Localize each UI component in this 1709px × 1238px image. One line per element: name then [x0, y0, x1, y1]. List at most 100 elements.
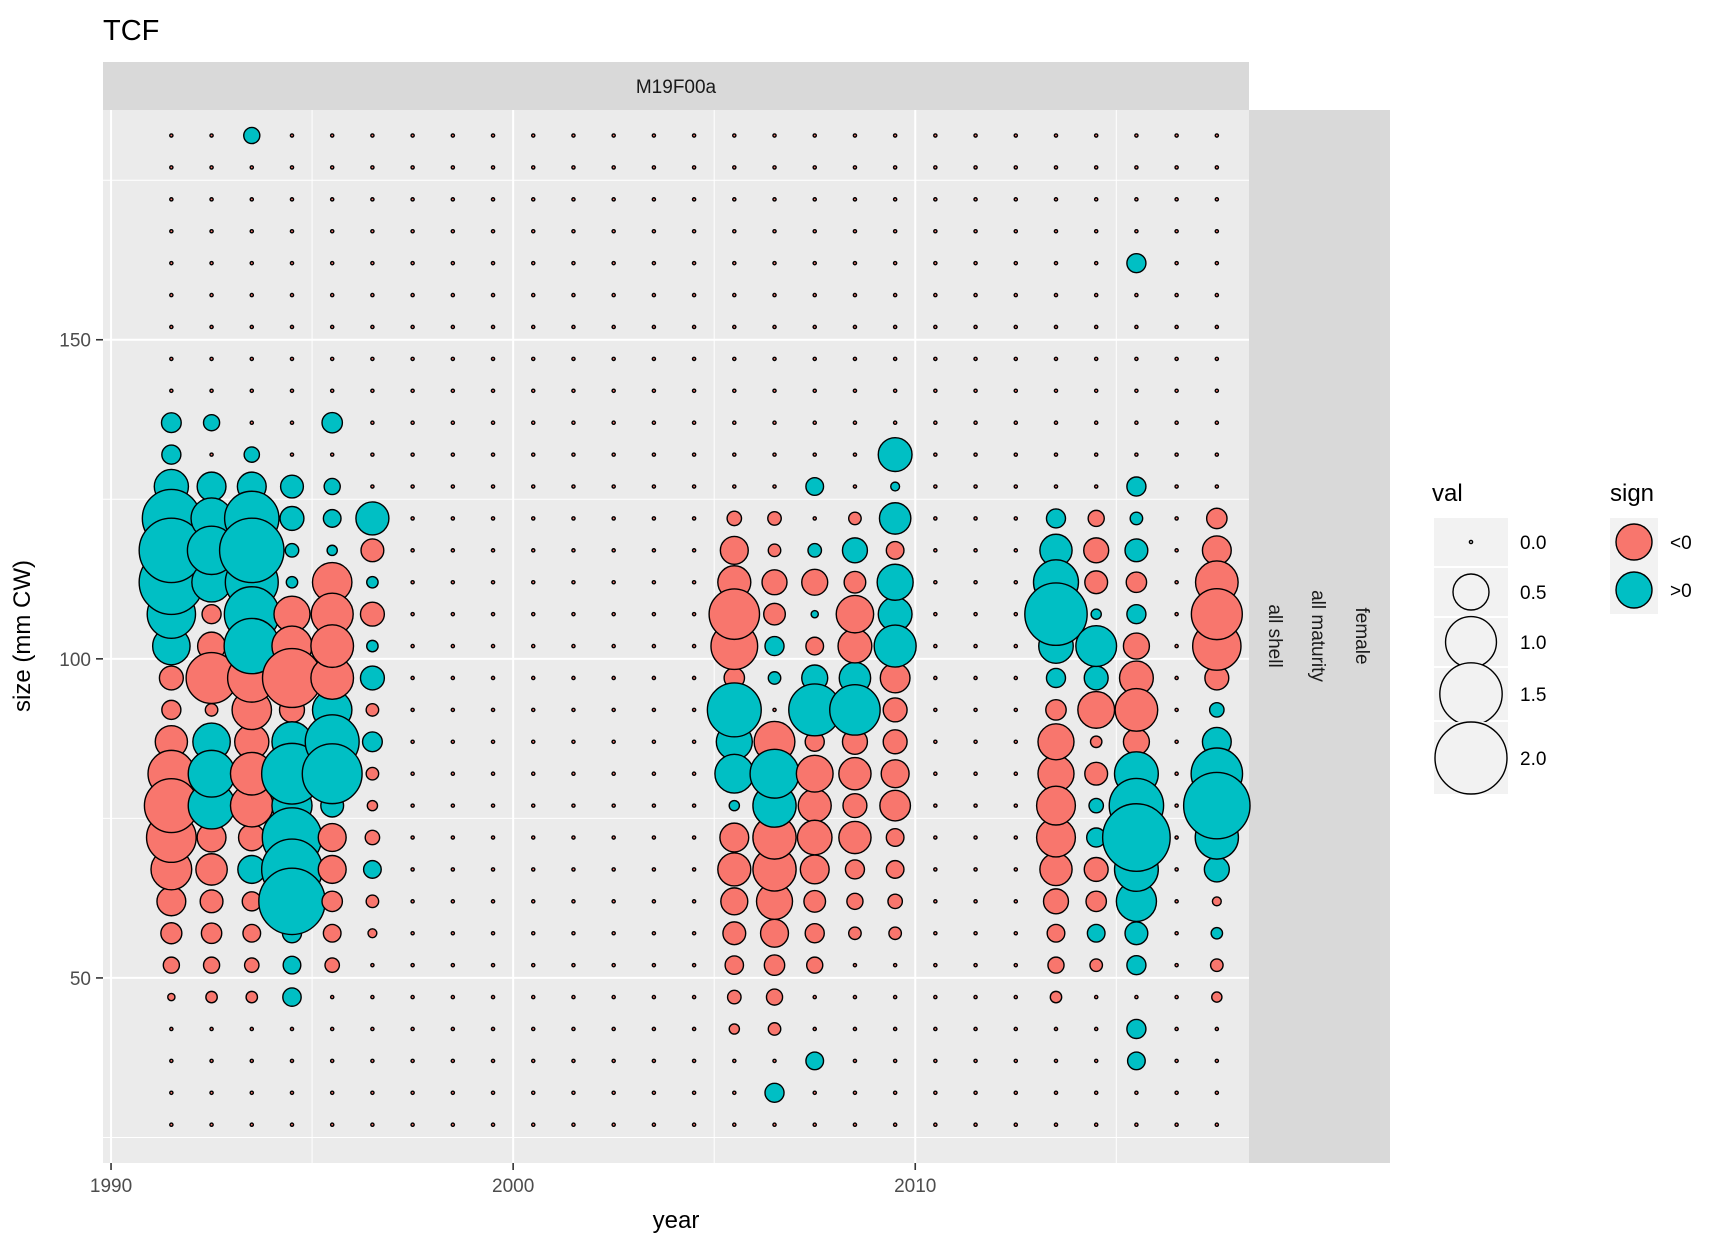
bubble [490, 930, 496, 936]
bubble [1174, 356, 1179, 362]
bubble [1174, 867, 1179, 872]
bubble [611, 1122, 616, 1128]
bubble [691, 228, 697, 234]
bubble [892, 388, 898, 394]
bubble [200, 922, 223, 945]
bubble [1053, 1090, 1059, 1096]
bubble [1093, 356, 1099, 362]
bubble [651, 739, 657, 745]
bubble [410, 962, 415, 968]
bubble [205, 990, 218, 1004]
bubble [973, 611, 978, 617]
bubble [209, 1090, 214, 1096]
bubble [530, 292, 536, 298]
bubble [611, 739, 616, 745]
bubble [410, 771, 415, 777]
bubble [973, 643, 978, 649]
bubble [169, 260, 174, 266]
bubble [611, 324, 616, 330]
bubble [852, 228, 858, 234]
y-tick-label: 50 [70, 969, 91, 990]
bubble [156, 886, 187, 917]
bubble [285, 575, 299, 589]
bubble [530, 643, 536, 649]
bubble [1134, 133, 1139, 138]
bubble [1174, 197, 1179, 202]
bubble [279, 505, 305, 532]
bubble [1134, 197, 1139, 202]
bubble [1174, 579, 1179, 585]
bubble [1214, 292, 1220, 298]
bubble [892, 165, 898, 170]
bubble [691, 484, 697, 489]
x-tick-label: 1990 [90, 1176, 132, 1197]
bubble [1013, 1122, 1019, 1128]
bubble [490, 197, 496, 202]
bubble [450, 643, 456, 649]
bubble [370, 1122, 375, 1128]
bubble [370, 324, 375, 330]
bubble [365, 702, 380, 717]
y-axis: 50 100 150 [59, 331, 103, 990]
bubble [812, 388, 818, 394]
bubble [169, 356, 174, 362]
bubble [1093, 484, 1099, 489]
bubble [571, 420, 576, 426]
bubble [772, 1058, 777, 1064]
bubble [1093, 452, 1099, 457]
bubble [611, 771, 616, 777]
bubble [158, 665, 184, 691]
bubble [1024, 582, 1088, 647]
bubble [169, 228, 174, 234]
bubble [410, 739, 415, 745]
bubble [450, 962, 456, 968]
bubble [530, 356, 536, 362]
bubble [490, 452, 496, 457]
bubble [772, 228, 777, 234]
x-tick-label: 2010 [894, 1176, 936, 1197]
bubble [289, 324, 295, 330]
bubble [611, 452, 616, 457]
bubble [611, 994, 616, 1000]
bubble [651, 484, 657, 489]
bubble [289, 1090, 295, 1096]
bubble [719, 822, 750, 853]
bubble [530, 962, 536, 968]
bubble [611, 356, 616, 362]
bubble [1093, 292, 1099, 298]
bubble [1208, 701, 1225, 718]
bubble [249, 197, 255, 202]
bubble [651, 835, 657, 840]
bubble [1013, 548, 1019, 553]
bubble [651, 292, 657, 298]
chart-title: TCF [103, 15, 159, 47]
bubble [651, 548, 657, 553]
bubble [410, 548, 415, 553]
bubble [571, 228, 576, 234]
bubble [879, 789, 912, 822]
bubble [933, 579, 938, 585]
facet-label-right: female [1351, 607, 1372, 664]
bubble [1214, 484, 1220, 489]
bubble [890, 481, 901, 492]
bubble [1053, 228, 1059, 234]
bubble [772, 452, 777, 457]
bubble [843, 570, 867, 594]
bubble [329, 292, 335, 298]
bubble [450, 899, 456, 904]
bubble [490, 324, 496, 330]
bubble [530, 707, 536, 713]
bubble [973, 803, 978, 808]
bubble [1174, 1058, 1179, 1064]
bubble [933, 962, 938, 968]
bubble [933, 1026, 938, 1032]
bubble [796, 819, 833, 856]
bubble [202, 413, 221, 432]
facet-label-top: M19F00a [636, 77, 717, 98]
bubble [571, 260, 576, 266]
bubble [571, 579, 576, 585]
legend-color-key [1615, 523, 1653, 561]
bubble [490, 962, 496, 968]
bubble [611, 548, 616, 553]
bubble [1174, 771, 1179, 777]
